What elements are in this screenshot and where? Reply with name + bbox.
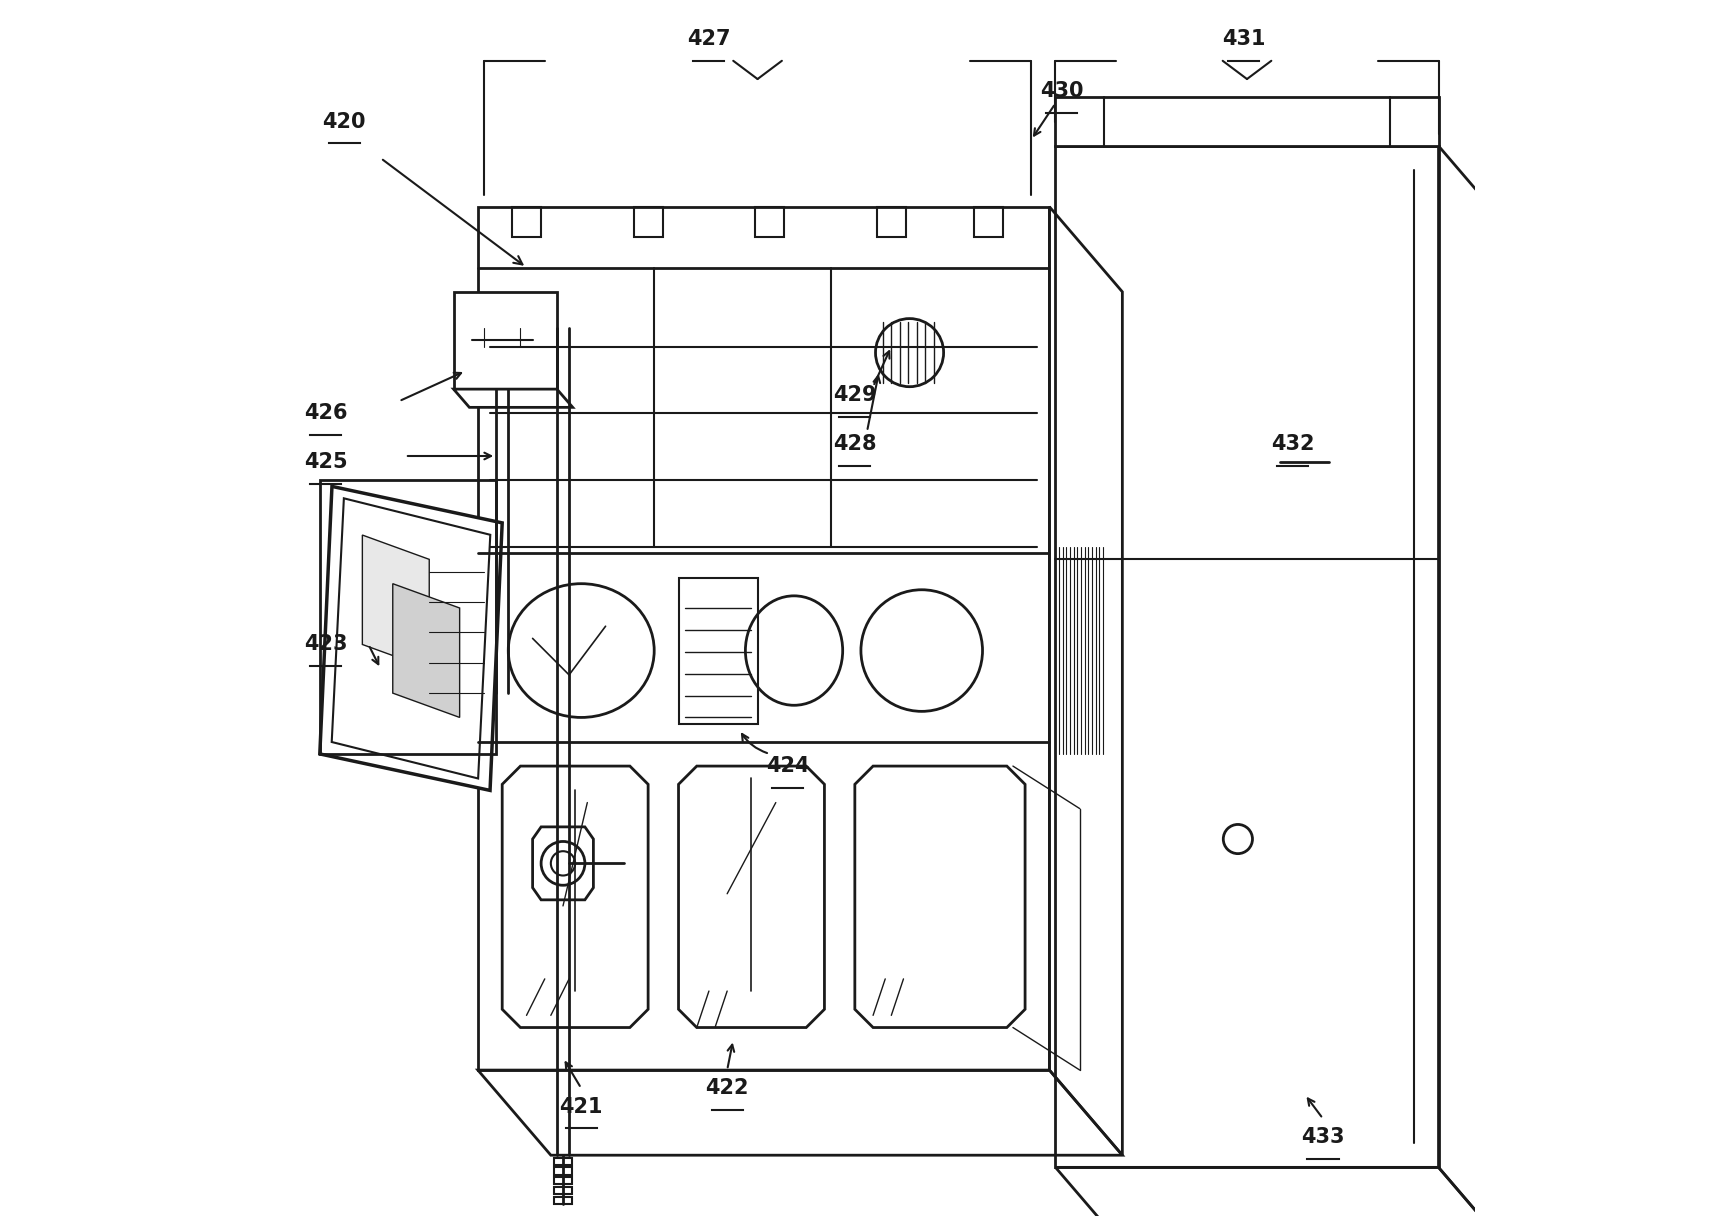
Text: 433: 433 xyxy=(1300,1127,1346,1147)
Bar xyxy=(877,207,905,237)
Text: 423: 423 xyxy=(303,635,347,654)
Text: 425: 425 xyxy=(303,452,349,472)
Bar xyxy=(319,480,496,754)
Polygon shape xyxy=(454,292,557,389)
Bar xyxy=(555,1177,572,1184)
Bar xyxy=(975,207,1004,237)
Text: 429: 429 xyxy=(832,385,877,405)
Bar xyxy=(678,578,758,724)
Text: 422: 422 xyxy=(706,1079,749,1098)
Text: 420: 420 xyxy=(323,112,366,131)
Polygon shape xyxy=(362,535,430,669)
Polygon shape xyxy=(1056,97,1439,146)
Bar xyxy=(555,1187,572,1194)
Bar xyxy=(555,1197,572,1204)
Text: 426: 426 xyxy=(303,404,347,423)
Text: 428: 428 xyxy=(832,434,877,454)
Polygon shape xyxy=(394,584,460,717)
Bar xyxy=(633,207,662,237)
Text: 430: 430 xyxy=(1040,81,1084,101)
Bar xyxy=(754,207,784,237)
Text: 432: 432 xyxy=(1271,434,1314,454)
Polygon shape xyxy=(319,486,503,790)
Bar xyxy=(555,1158,572,1165)
Bar xyxy=(512,207,541,237)
Text: 421: 421 xyxy=(560,1097,603,1116)
Polygon shape xyxy=(454,389,572,407)
Text: 424: 424 xyxy=(766,756,810,776)
Text: 431: 431 xyxy=(1222,29,1266,49)
Text: 427: 427 xyxy=(687,29,730,49)
Bar xyxy=(555,1167,572,1175)
